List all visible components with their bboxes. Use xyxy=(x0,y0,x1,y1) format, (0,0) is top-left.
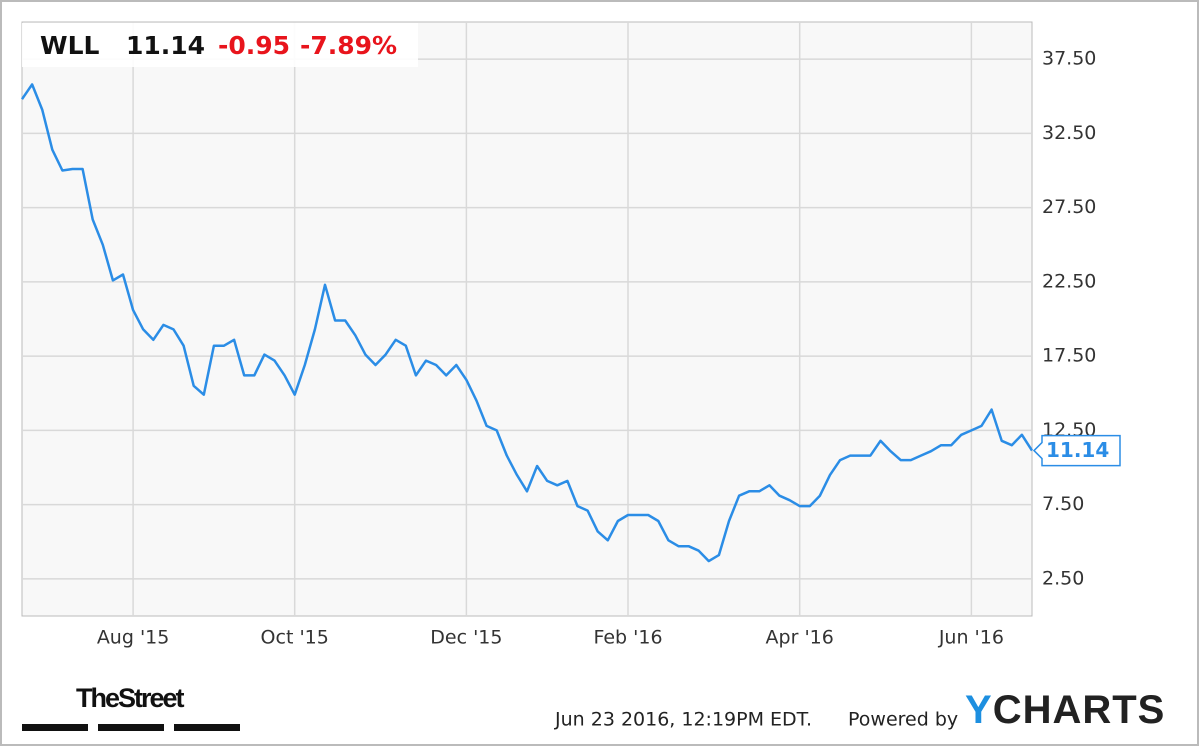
end-value-label: 11.14 xyxy=(1046,438,1109,462)
y-tick-label: 27.50 xyxy=(1042,196,1096,218)
ticker: WLL xyxy=(40,31,100,60)
timestamp: Jun 23 2016, 12:19PM EDT. xyxy=(554,709,812,731)
grid xyxy=(22,22,1032,616)
price: 11.14 xyxy=(126,31,205,60)
logo-bar xyxy=(174,724,240,731)
plot-area xyxy=(21,21,1033,617)
logo-bar xyxy=(22,724,88,731)
x-tick-label: Dec '15 xyxy=(430,627,502,649)
change-percent: -7.89% xyxy=(300,31,397,60)
y-tick-label: 37.50 xyxy=(1042,48,1096,70)
y-tick-label: 17.50 xyxy=(1042,345,1096,367)
end-label-box xyxy=(1032,434,1121,467)
y-tick-label: 2.50 xyxy=(1042,567,1084,589)
powered-by: Powered by xyxy=(848,709,958,731)
x-tick-label: Jun '16 xyxy=(938,627,1004,649)
x-tick-label: Feb '16 xyxy=(593,627,662,649)
x-tick-label: Apr '16 xyxy=(766,627,834,649)
logo-bar xyxy=(98,724,164,731)
brand-logo: YCHARTS xyxy=(965,688,1166,732)
publisher: TheStreet xyxy=(76,683,185,713)
x-tick-label: Aug '15 xyxy=(97,627,170,649)
x-tick-label: Oct '15 xyxy=(261,627,329,649)
y-tick-label: 22.50 xyxy=(1042,270,1096,292)
header-box xyxy=(22,23,418,67)
y-tick-label: 7.50 xyxy=(1042,493,1084,515)
price-line xyxy=(20,83,1034,563)
change: -0.95 xyxy=(218,31,290,60)
y-tick-label: 32.50 xyxy=(1042,122,1096,144)
